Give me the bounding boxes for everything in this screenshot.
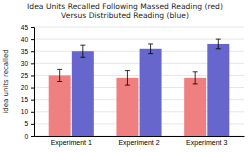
tick-label: 40 bbox=[21, 36, 29, 43]
tick: 25 bbox=[21, 72, 34, 79]
tick-mark bbox=[31, 63, 34, 64]
tick: 5 bbox=[24, 120, 34, 127]
bar bbox=[49, 75, 71, 136]
bar bbox=[140, 49, 162, 136]
x-axis: Experiment 1 Experiment 2 Experiment 3 bbox=[35, 136, 245, 147]
error-bar bbox=[57, 69, 62, 81]
tick: 45 bbox=[21, 24, 34, 31]
tick-label: 25 bbox=[21, 72, 29, 79]
tick: 20 bbox=[21, 84, 34, 91]
series bbox=[72, 39, 229, 136]
tick-mark bbox=[31, 124, 34, 125]
tick: Experiment 3 bbox=[186, 136, 227, 147]
plot: 051015202530354045Experiment 1Experiment… bbox=[21, 24, 245, 147]
y-axis: 0 5 10 15 20 25 30 35 40 45 bbox=[21, 24, 35, 140]
tick: Experiment 2 bbox=[118, 136, 159, 147]
tick-mark bbox=[31, 51, 34, 52]
bar bbox=[72, 51, 94, 136]
error-bar bbox=[125, 71, 130, 86]
tick-label: 35 bbox=[21, 48, 29, 55]
marks bbox=[49, 39, 230, 136]
tick-label: 45 bbox=[21, 24, 29, 31]
tick-label: 5 bbox=[24, 120, 28, 127]
bar bbox=[116, 78, 138, 136]
tick-mark bbox=[31, 88, 34, 89]
tick-label: 20 bbox=[21, 84, 29, 91]
title: Idea Units Recalled Following Massed Rea… bbox=[27, 2, 223, 11]
tick-label: Experiment 2 bbox=[118, 139, 159, 147]
tick-label: Experiment 3 bbox=[186, 139, 227, 147]
tick: 0 bbox=[24, 133, 34, 140]
tick-label: Experiment 1 bbox=[51, 139, 92, 147]
grid-line bbox=[34, 39, 244, 40]
bar bbox=[184, 78, 206, 136]
tick-mark bbox=[31, 100, 34, 101]
title: Versus Distributed Reading (blue) bbox=[61, 11, 189, 20]
grid bbox=[34, 27, 244, 136]
grid-line bbox=[34, 27, 244, 28]
tick-mark bbox=[31, 112, 34, 113]
axis-line bbox=[31, 28, 35, 137]
tick: 30 bbox=[21, 60, 34, 67]
error-bar bbox=[193, 72, 198, 84]
error-bar bbox=[216, 39, 221, 49]
error-bar bbox=[80, 45, 85, 57]
tick: 35 bbox=[21, 48, 34, 55]
tick-mark bbox=[31, 136, 34, 137]
tick-label: 15 bbox=[21, 96, 29, 103]
bar bbox=[207, 44, 229, 136]
tick-label: 10 bbox=[21, 108, 29, 115]
tick-mark bbox=[31, 39, 34, 40]
error-bar bbox=[148, 44, 153, 54]
y-axis-label: idea units recalled bbox=[2, 49, 10, 113]
chart: Idea Units Recalled Following Massed Rea… bbox=[0, 0, 250, 152]
tick-label: 30 bbox=[21, 60, 29, 67]
tick: 40 bbox=[21, 36, 34, 43]
tick: 15 bbox=[21, 96, 34, 103]
title-group: Idea Units Recalled Following Massed Rea… bbox=[27, 2, 223, 20]
tick-label: 0 bbox=[24, 133, 28, 140]
axis-line bbox=[35, 136, 245, 137]
tick: Experiment 1 bbox=[51, 136, 92, 147]
tick: 10 bbox=[21, 108, 34, 115]
tick-mark bbox=[31, 27, 34, 28]
tick-mark bbox=[31, 75, 34, 76]
